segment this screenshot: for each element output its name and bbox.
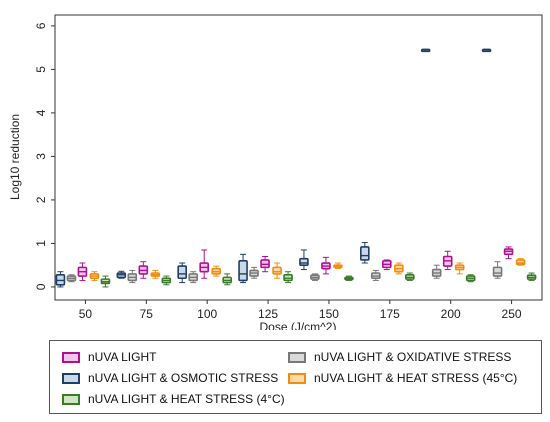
y-tick-label: 0 [34,283,48,290]
box-plot-4-75 [161,275,172,286]
x-axis-title: Dose (J/cm^2) [260,320,337,330]
box-plot-1-100 [188,271,198,284]
box-plot-2-175 [360,242,370,264]
legend-item-heat-stress-45: nUVA LIGHT & HEAT STRESS (45°C) [288,371,517,385]
legend-swatch-heat-stress-4 [62,393,80,405]
x-tick-label: 250 [502,307,522,321]
box-plot-0-75 [138,261,149,279]
box-plot-4-200 [465,274,476,283]
legend-item-oxidative-stress: nUVA LIGHT & OXIDATIVE STRESS [288,350,511,364]
y-tick-label: 5 [34,66,48,73]
legend-item-osmotic-stress: nUVA LIGHT & OSMOTIC STRESS [62,371,278,385]
x-tick-label: 75 [140,307,154,321]
legend-label: nUVA LIGHT [88,350,157,364]
y-tick-label: 6 [34,22,48,29]
legend-label: nUVA LIGHT & OSMOTIC STRESS [88,371,279,385]
box-plot-0-250 [503,246,514,260]
legend-item-heat-stress-4: nUVA LIGHT & HEAT STRESS (4°C) [62,392,285,406]
box-plot-1-150 [310,273,320,281]
plot-area [54,14,543,301]
box-plot-0-50 [77,262,88,281]
box-plot-3-125 [272,262,282,279]
box-plot-1-125 [249,266,259,279]
box-plot-2-75 [116,270,127,279]
box-series-group [55,48,537,288]
box-plot-chart: 0 1 2 3 4 5 6 50 75 100 125 150 175 200 250 Log10 red… [8,14,543,330]
legend: nUVA LIGHT nUVA LIGHT & OXIDATIVE STRESS… [49,340,542,414]
box-iqr [360,246,370,261]
y-tick-label: 4 [34,109,48,116]
box-plot-0-125 [260,255,270,273]
box-plot-3-200 [454,262,465,275]
legend-label: nUVA LIGHT & OXIDATIVE STRESS [314,350,512,364]
legend-item-nuva-light: nUVA LIGHT [62,350,156,364]
legend-swatch-oxidative-stress [288,351,306,363]
box-plot-2-150 [299,249,309,271]
box-iqr [177,265,187,280]
legend-label: nUVA LIGHT & HEAT STRESS (4°C) [88,392,285,406]
box-plot-0-175 [382,259,392,271]
box-plot-4-50 [100,275,111,288]
legend-label: nUVA LIGHT & HEAT STRESS (45°C) [314,371,518,385]
y-tick-label: 3 [34,153,48,160]
box-plot-3-150 [333,262,343,270]
box-iqr [272,266,282,275]
y-axis: 0 1 2 3 4 5 6 [34,22,55,290]
box-plot-2-50 [55,271,66,288]
x-tick-label: 175 [380,307,400,321]
box-plot-1-75 [127,269,138,284]
box-plot-1-250 [492,261,503,279]
box-plot-4-150 [344,275,354,281]
box-plot-4-125 [283,271,293,284]
box-plot-3-75 [150,269,161,279]
y-axis-title: Log10 reduction [8,114,22,200]
box-plot-1-200 [431,264,442,279]
box-plot-2-200 [420,48,431,53]
box-plot-0-200 [442,250,453,271]
legend-swatch-heat-stress-45 [288,372,306,384]
box-plot-4-100 [222,273,232,286]
box-iqr [238,260,248,282]
y-tick-label: 2 [34,196,48,203]
x-tick-label: 50 [79,307,93,321]
y-tick-label: 1 [34,240,48,247]
box-plot-4-175 [405,272,415,281]
box-iqr [299,257,309,266]
box-plot-3-250 [515,258,526,266]
box-plot-2-100 [177,262,187,284]
x-tick-label: 200 [441,307,461,321]
box-plot-2-125 [238,253,248,284]
box-plot-0-150 [321,256,331,275]
box-plot-1-50 [66,274,77,283]
legend-swatch-nuva-light [62,351,80,363]
box-plot-3-50 [89,271,100,281]
legend-swatch-osmotic-stress [62,372,80,384]
box-plot-4-250 [526,272,537,281]
x-tick-label: 100 [197,307,217,321]
x-tick-label: 150 [319,307,339,321]
box-plot-0-100 [199,249,209,279]
box-plot-1-175 [371,269,381,281]
box-plot-2-250 [481,48,492,53]
box-iqr [492,266,503,277]
x-axis: 50 75 100 125 150 175 200 250 [79,300,522,321]
box-plot-3-100 [211,265,221,277]
x-tick-label: 125 [258,307,278,321]
box-plot-3-175 [394,262,404,275]
